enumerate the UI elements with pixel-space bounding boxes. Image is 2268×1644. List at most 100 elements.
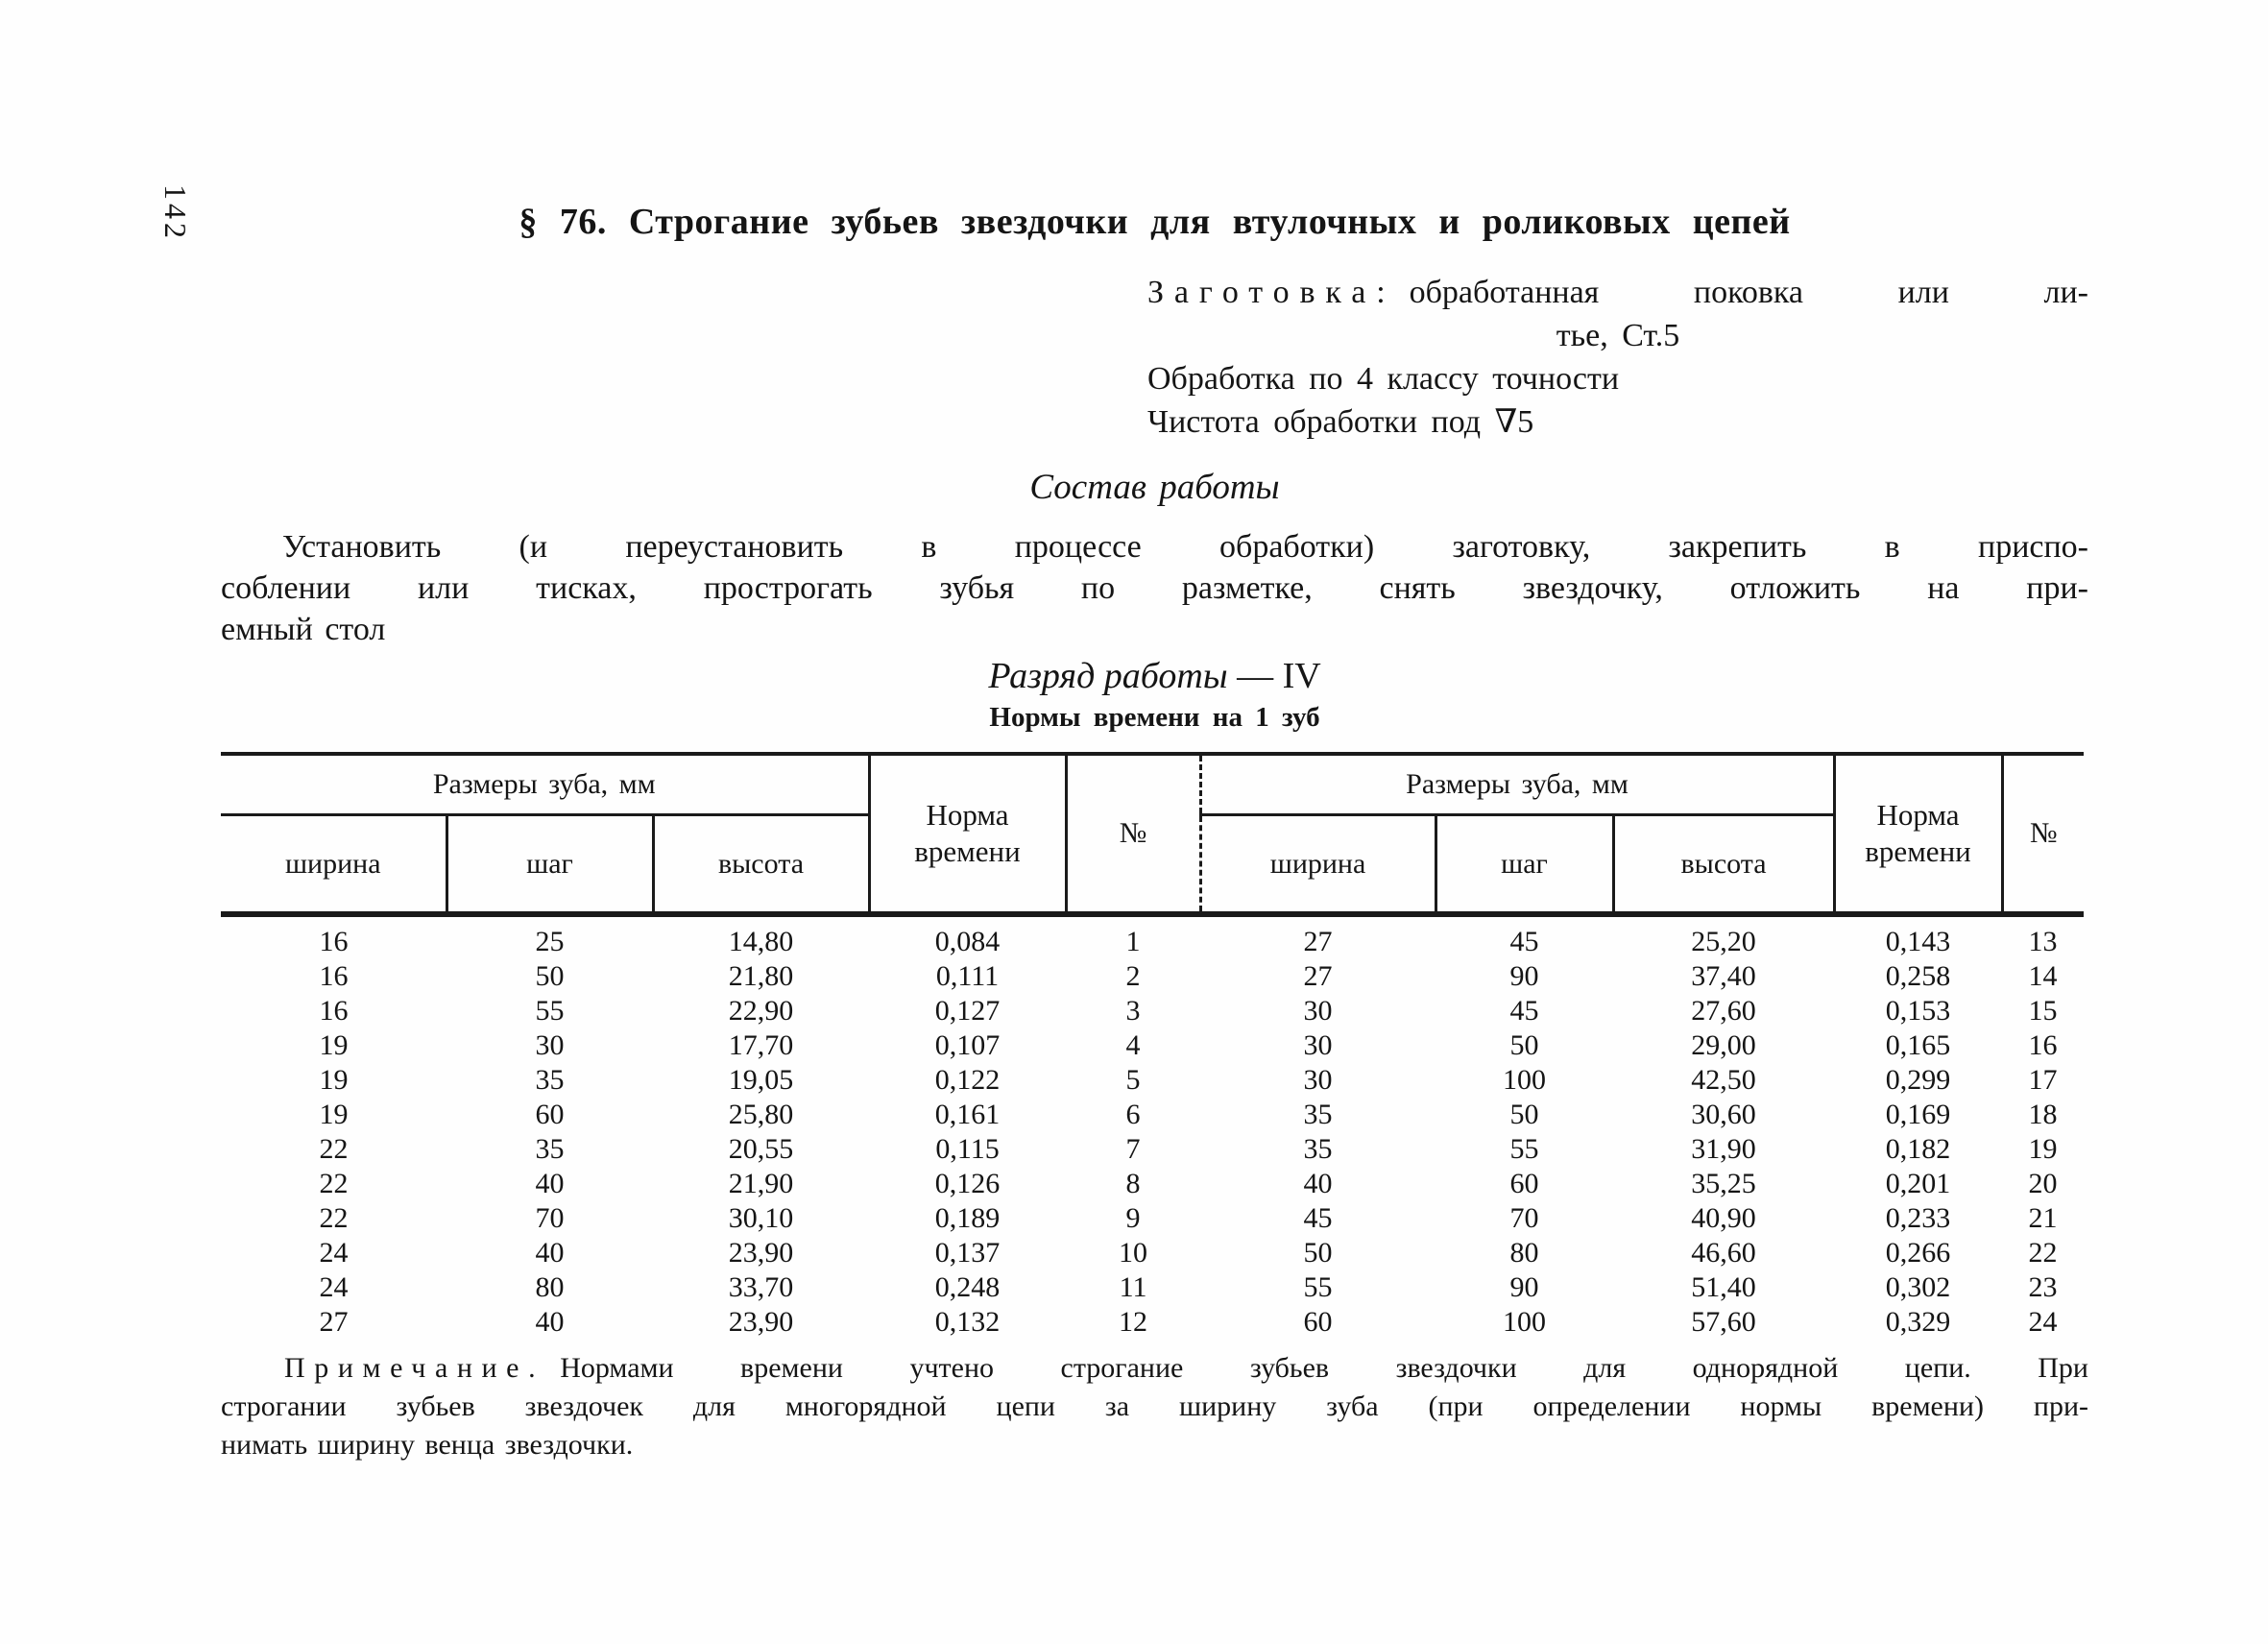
table-cell: 40 [535, 1168, 565, 1199]
table-cell: 0,115 [935, 1133, 1000, 1165]
table-cell: 19 [319, 1099, 349, 1130]
workpiece-label: Заготовка: [1147, 275, 1396, 310]
table-cell: 16 [319, 995, 349, 1027]
table-caption: Нормы времени на 1 зуб [989, 702, 1320, 733]
table-cell: 100 [1503, 1306, 1547, 1338]
work-grade-dash: — [1237, 656, 1274, 696]
table-row: 27 40 23,90 0,132 12 60 100 57,60 0,329 24 [221, 1305, 2084, 1340]
table-cell: 31,90 [1691, 1133, 1756, 1165]
table-cell: 30,60 [1691, 1099, 1756, 1130]
table-cell: 0,153 [1885, 995, 1951, 1027]
table-cell: 30 [535, 1029, 565, 1061]
table-cell: 21 [2028, 1202, 2058, 1234]
table-cell: 4 [1125, 1029, 1141, 1061]
col-header-width-right: ширина [1198, 814, 1436, 917]
table-row: 24 80 33,70 0,248 11 55 90 51,40 0,302 23 [221, 1270, 2084, 1305]
table-row: 19 30 17,70 0,107 4 30 50 29,00 0,165 16 [221, 1028, 2084, 1063]
table-cell: 16 [319, 926, 349, 957]
table-cell: 6 [1125, 1099, 1141, 1130]
table-cell: 35,25 [1691, 1168, 1756, 1199]
table-cell: 29,00 [1691, 1029, 1756, 1061]
table-cell: 27,60 [1691, 995, 1756, 1027]
work-grade-line: Разряд работы — IV [221, 652, 2088, 700]
table-cell: 19 [319, 1029, 349, 1061]
table-cell: 100 [1503, 1064, 1547, 1096]
table-row: 22 70 30,10 0,189 9 45 70 40,90 0,233 21 [221, 1201, 2084, 1236]
workpiece-line-3: Обработка по 4 классу точности [1147, 361, 1620, 397]
col-header-step-right: шаг [1434, 814, 1614, 917]
table-cell: 50 [1303, 1237, 1333, 1269]
table-cell: 24 [2028, 1306, 2058, 1338]
table-cell: 24 [319, 1237, 349, 1269]
note-line: Примечание. Нормами времени учтено строга… [221, 1349, 2088, 1388]
table-cell: 0,126 [934, 1168, 1001, 1199]
table-cell: 11 [1119, 1271, 1147, 1303]
table-cell: 40 [1303, 1168, 1333, 1199]
table-cell: 14 [2028, 960, 2058, 992]
table-cell: 40 [535, 1306, 565, 1338]
table-cell: 70 [1509, 1202, 1539, 1234]
table-cell: 35 [1303, 1099, 1333, 1130]
table-cell: 22,90 [728, 995, 794, 1027]
table-cell: 60 [1303, 1306, 1333, 1338]
table-cell: 23 [2028, 1271, 2058, 1303]
table-row: 16 50 21,80 0,111 2 27 90 37,40 0,258 14 [221, 959, 2084, 994]
table-cell: 27 [1303, 960, 1333, 992]
table-row: 22 35 20,55 0,115 7 35 55 31,90 0,182 19 [221, 1132, 2084, 1167]
table-cell: 15 [2028, 995, 2058, 1027]
table-cell: 80 [535, 1271, 565, 1303]
table-cell: 0,266 [1885, 1237, 1951, 1269]
table-cell: 60 [535, 1099, 565, 1130]
col-header-height-right: высота [1611, 814, 1835, 917]
table-cell: 25,80 [728, 1099, 794, 1130]
table-cell: 1 [1125, 926, 1141, 957]
table-cell: 22 [319, 1168, 349, 1199]
table-cell: 12 [1119, 1306, 1148, 1338]
table-body: 16 25 14,80 0,084 1 27 45 25,20 0,143 13 16 50 21,80… [221, 914, 2084, 1340]
table-cell: 0,233 [1885, 1202, 1951, 1234]
table-cell: 0,189 [934, 1202, 1001, 1234]
note-line: нимать ширину венца звездочки. [221, 1429, 634, 1461]
table-cell: 0,107 [934, 1029, 1001, 1061]
table-cell: 19,05 [728, 1064, 794, 1096]
table-cell: 35 [535, 1133, 565, 1165]
table-cell: 0,122 [934, 1064, 1001, 1096]
table-cell: 55 [1509, 1133, 1539, 1165]
table-cell: 30,10 [728, 1202, 794, 1234]
col-header-norm-right: Норма времени [1832, 754, 2003, 917]
table-cell: 50 [535, 960, 565, 992]
col-header-step-left: шаг [445, 814, 653, 917]
table-cell: 25 [535, 926, 565, 957]
table-cell: 5 [1125, 1064, 1141, 1096]
table-cell: 40 [535, 1237, 565, 1269]
table-cell: 20,55 [728, 1133, 794, 1165]
table-cell: 22 [2028, 1237, 2058, 1269]
note-line: строгании зубьев звездочек для многорядн… [221, 1390, 2088, 1422]
table-cell: 42,50 [1691, 1064, 1756, 1096]
table-cell: 30 [1303, 995, 1333, 1027]
table-cell: 70 [535, 1202, 565, 1234]
table-cell: 23,90 [728, 1237, 794, 1269]
table-cell: 0,132 [934, 1306, 1001, 1338]
table-cell: 24 [319, 1271, 349, 1303]
table-cell: 37,40 [1691, 960, 1756, 992]
table-cell: 0,248 [934, 1271, 1001, 1303]
col-header-num-left: № [1064, 754, 1201, 917]
workpiece-line-1: Заготовка: обработанная поковка или ли- [1147, 271, 2088, 314]
table-cell: 17 [2028, 1064, 2058, 1096]
col-header-height-left: высота [651, 814, 870, 917]
workpiece-line-2: тье, Ст.5 [1556, 318, 1680, 353]
table-cell: 9 [1125, 1202, 1141, 1234]
group-header-dimensions-right: Размеры зуба, мм [1198, 754, 1835, 816]
table-cell: 0,143 [1885, 926, 1951, 957]
table-cell: 80 [1509, 1237, 1539, 1269]
workpiece-line-4: Чистота обработки под ∇5 [1147, 404, 1534, 440]
table-cell: 35 [1303, 1133, 1333, 1165]
table-cell: 22 [319, 1202, 349, 1234]
table-cell: 2 [1125, 960, 1141, 992]
table-cell: 18 [2028, 1099, 2058, 1130]
table-cell: 8 [1125, 1168, 1141, 1199]
table-cell: 51,40 [1691, 1271, 1756, 1303]
table-cell: 0,084 [934, 926, 1001, 957]
